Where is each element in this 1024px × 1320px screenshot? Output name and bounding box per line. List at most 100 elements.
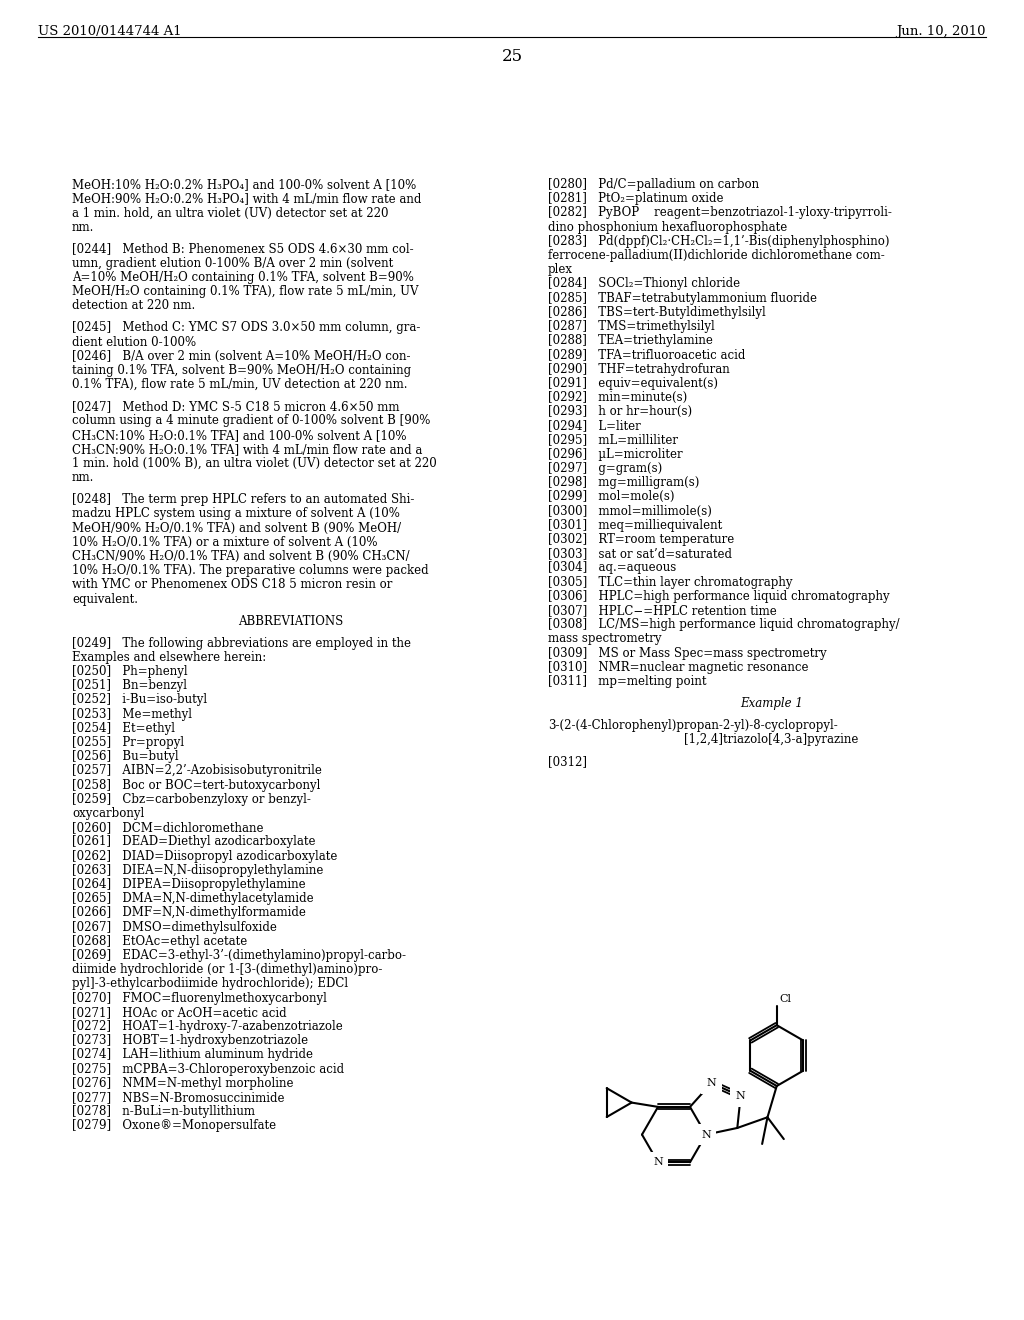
Text: [0269]   EDAC=3-ethyl-3’-(dimethylamino)propyl-carbo-: [0269] EDAC=3-ethyl-3’-(dimethylamino)pr… (72, 949, 406, 962)
Text: nm.: nm. (72, 220, 94, 234)
Text: MeOH/H₂O containing 0.1% TFA), flow rate 5 mL/min, UV: MeOH/H₂O containing 0.1% TFA), flow rate… (72, 285, 419, 298)
Text: oxycarbonyl: oxycarbonyl (72, 807, 144, 820)
Text: MeOH:10% H₂O:0.2% H₃PO₄] and 100-0% solvent A [10%: MeOH:10% H₂O:0.2% H₃PO₄] and 100-0% solv… (72, 178, 416, 191)
Text: 10% H₂O/0.1% TFA). The preparative columns were packed: 10% H₂O/0.1% TFA). The preparative colum… (72, 564, 429, 577)
Text: pyl]-3-ethylcarbodiimide hydrochloride); EDCl: pyl]-3-ethylcarbodiimide hydrochloride);… (72, 978, 348, 990)
Text: Example 1: Example 1 (740, 697, 803, 710)
Text: [0249]   The following abbreviations are employed in the: [0249] The following abbreviations are e… (72, 636, 411, 649)
Text: [0280]   Pd/C=palladium on carbon: [0280] Pd/C=palladium on carbon (548, 178, 759, 191)
Text: [0273]   HOBT=1-hydroxybenzotriazole: [0273] HOBT=1-hydroxybenzotriazole (72, 1035, 308, 1047)
Text: [0308]   LC/MS=high performance liquid chromatography/: [0308] LC/MS=high performance liquid chr… (548, 618, 900, 631)
Text: ABBREVIATIONS: ABBREVIATIONS (239, 615, 344, 627)
Text: mass spectrometry: mass spectrometry (548, 632, 662, 645)
Text: [0307]   HPLC−=HPLC retention time: [0307] HPLC−=HPLC retention time (548, 605, 777, 616)
Text: [0293]   h or hr=hour(s): [0293] h or hr=hour(s) (548, 405, 692, 418)
Text: [0305]   TLC=thin layer chromatography: [0305] TLC=thin layer chromatography (548, 576, 793, 589)
Text: [0250]   Ph=phenyl: [0250] Ph=phenyl (72, 665, 187, 678)
Text: [0268]   EtOAc=ethyl acetate: [0268] EtOAc=ethyl acetate (72, 935, 247, 948)
Text: [0263]   DIEA=N,N-diisopropylethylamine: [0263] DIEA=N,N-diisopropylethylamine (72, 863, 324, 876)
Text: [0283]   Pd(dppf)Cl₂·CH₂Cl₂=1,1’-Bis(diphenylphosphino): [0283] Pd(dppf)Cl₂·CH₂Cl₂=1,1’-Bis(diphe… (548, 235, 890, 248)
Text: [1,2,4]triazolo[4,3-a]pyrazine: [1,2,4]triazolo[4,3-a]pyrazine (684, 733, 859, 746)
Text: [0281]   PtO₂=platinum oxide: [0281] PtO₂=platinum oxide (548, 193, 724, 205)
Text: [0253]   Me=methyl: [0253] Me=methyl (72, 708, 193, 721)
Text: [0303]   sat or sat’d=saturated: [0303] sat or sat’d=saturated (548, 548, 732, 560)
Text: N: N (653, 1158, 663, 1167)
Text: [0304]   aq.=aqueous: [0304] aq.=aqueous (548, 561, 676, 574)
Text: US 2010/0144744 A1: US 2010/0144744 A1 (38, 25, 181, 38)
Text: [0246]   B/A over 2 min (solvent A=10% MeOH/H₂O con-: [0246] B/A over 2 min (solvent A=10% MeO… (72, 350, 411, 363)
Text: [0306]   HPLC=high performance liquid chromatography: [0306] HPLC=high performance liquid chro… (548, 590, 890, 603)
Text: 3-(2-(4-Chlorophenyl)propan-2-yl)-8-cyclopropyl-: 3-(2-(4-Chlorophenyl)propan-2-yl)-8-cycl… (548, 719, 838, 733)
Text: Cl: Cl (779, 994, 792, 1005)
Text: [0262]   DIAD=Diisopropyl azodicarboxylate: [0262] DIAD=Diisopropyl azodicarboxylate (72, 850, 337, 863)
Text: [0270]   FMOC=fluorenylmethoxycarbonyl: [0270] FMOC=fluorenylmethoxycarbonyl (72, 991, 327, 1005)
Text: diimide hydrochloride (or 1-[3-(dimethyl)amino)pro-: diimide hydrochloride (or 1-[3-(dimethyl… (72, 964, 382, 977)
Text: [0248]   The term prep HPLC refers to an automated Shi-: [0248] The term prep HPLC refers to an a… (72, 494, 415, 507)
Text: [0271]   HOAc or AcOH=acetic acid: [0271] HOAc or AcOH=acetic acid (72, 1006, 287, 1019)
Text: [0298]   mg=milligram(s): [0298] mg=milligram(s) (548, 477, 699, 490)
Text: [0255]   Pr=propyl: [0255] Pr=propyl (72, 737, 184, 748)
Text: [0291]   equiv=equivalent(s): [0291] equiv=equivalent(s) (548, 376, 718, 389)
Text: 1 min. hold (100% B), an ultra violet (UV) detector set at 220: 1 min. hold (100% B), an ultra violet (U… (72, 457, 437, 470)
Text: detection at 220 nm.: detection at 220 nm. (72, 300, 196, 313)
Text: [0297]   g=gram(s): [0297] g=gram(s) (548, 462, 663, 475)
Text: column using a 4 minute gradient of 0-100% solvent B [90%: column using a 4 minute gradient of 0-10… (72, 414, 430, 428)
Text: N: N (701, 1130, 711, 1139)
Text: [0286]   TBS=tert-Butyldimethylsilyl: [0286] TBS=tert-Butyldimethylsilyl (548, 306, 766, 319)
Text: [0276]   NMM=N-methyl morpholine: [0276] NMM=N-methyl morpholine (72, 1077, 294, 1090)
Text: [0261]   DEAD=Diethyl azodicarboxylate: [0261] DEAD=Diethyl azodicarboxylate (72, 836, 315, 849)
Text: [0279]   Oxone®=Monopersulfate: [0279] Oxone®=Monopersulfate (72, 1119, 276, 1133)
Text: madzu HPLC system using a mixture of solvent A (10%: madzu HPLC system using a mixture of sol… (72, 507, 400, 520)
Text: 10% H₂O/0.1% TFA) or a mixture of solvent A (10%: 10% H₂O/0.1% TFA) or a mixture of solven… (72, 536, 378, 549)
Text: [0256]   Bu=butyl: [0256] Bu=butyl (72, 750, 178, 763)
Text: [0267]   DMSO=dimethylsulfoxide: [0267] DMSO=dimethylsulfoxide (72, 920, 276, 933)
Text: [0301]   meq=milliequivalent: [0301] meq=milliequivalent (548, 519, 722, 532)
Text: [0264]   DIPEA=Diisopropylethylamine: [0264] DIPEA=Diisopropylethylamine (72, 878, 305, 891)
Text: [0260]   DCM=dichloromethane: [0260] DCM=dichloromethane (72, 821, 263, 834)
Text: [0287]   TMS=trimethylsilyl: [0287] TMS=trimethylsilyl (548, 319, 715, 333)
Text: [0282]   PyBOP    reagent=benzotriazol-1-yloxy-tripyrroli-: [0282] PyBOP reagent=benzotriazol-1-ylox… (548, 206, 892, 219)
Text: A=10% MeOH/H₂O containing 0.1% TFA, solvent B=90%: A=10% MeOH/H₂O containing 0.1% TFA, solv… (72, 271, 414, 284)
Text: Examples and elsewhere herein:: Examples and elsewhere herein: (72, 651, 266, 664)
Text: [0275]   mCPBA=3-Chloroperoxybenzoic acid: [0275] mCPBA=3-Chloroperoxybenzoic acid (72, 1063, 344, 1076)
Text: [0285]   TBAF=tetrabutylammonium fluoride: [0285] TBAF=tetrabutylammonium fluoride (548, 292, 817, 305)
Text: [0252]   i-Bu=iso-butyl: [0252] i-Bu=iso-butyl (72, 693, 207, 706)
Text: [0274]   LAH=lithium aluminum hydride: [0274] LAH=lithium aluminum hydride (72, 1048, 313, 1061)
Text: [0296]   µL=microliter: [0296] µL=microliter (548, 447, 683, 461)
Text: N: N (707, 1078, 716, 1088)
Text: [0247]   Method D: YMC S-5 C18 5 micron 4.6×50 mm: [0247] Method D: YMC S-5 C18 5 micron 4.… (72, 400, 399, 413)
Text: [0300]   mmol=millimole(s): [0300] mmol=millimole(s) (548, 504, 712, 517)
Text: CH₃CN:10% H₂O:0.1% TFA] and 100-0% solvent A [10%: CH₃CN:10% H₂O:0.1% TFA] and 100-0% solve… (72, 429, 407, 442)
Text: [0311]   mp=melting point: [0311] mp=melting point (548, 675, 707, 688)
Text: ferrocene-palladium(II)dichloride dichloromethane com-: ferrocene-palladium(II)dichloride dichlo… (548, 249, 885, 261)
Text: [0312]: [0312] (548, 755, 587, 768)
Text: CH₃CN:90% H₂O:0.1% TFA] with 4 mL/min flow rate and a: CH₃CN:90% H₂O:0.1% TFA] with 4 mL/min fl… (72, 442, 422, 455)
Text: [0278]   n-BuLi=n-butyllithium: [0278] n-BuLi=n-butyllithium (72, 1105, 255, 1118)
Text: [0299]   mol=mole(s): [0299] mol=mole(s) (548, 491, 675, 503)
Text: nm.: nm. (72, 471, 94, 484)
Text: [0310]   NMR=nuclear magnetic resonance: [0310] NMR=nuclear magnetic resonance (548, 661, 809, 673)
Text: [0288]   TEA=triethylamine: [0288] TEA=triethylamine (548, 334, 713, 347)
Text: [0309]   MS or Mass Spec=mass spectrometry: [0309] MS or Mass Spec=mass spectrometry (548, 647, 826, 660)
Text: [0266]   DMF=N,N-dimethylformamide: [0266] DMF=N,N-dimethylformamide (72, 907, 306, 920)
Text: a 1 min. hold, an ultra violet (UV) detector set at 220: a 1 min. hold, an ultra violet (UV) dete… (72, 206, 388, 219)
Text: [0257]   AIBN=2,2’-Azobisisobutyronitrile: [0257] AIBN=2,2’-Azobisisobutyronitrile (72, 764, 322, 777)
Text: with YMC or Phenomenex ODS C18 5 micron resin or: with YMC or Phenomenex ODS C18 5 micron … (72, 578, 392, 591)
Text: umn, gradient elution 0-100% B/A over 2 min (solvent: umn, gradient elution 0-100% B/A over 2 … (72, 257, 393, 269)
Text: [0244]   Method B: Phenomenex S5 ODS 4.6×30 mm col-: [0244] Method B: Phenomenex S5 ODS 4.6×3… (72, 243, 414, 256)
Text: 0.1% TFA), flow rate 5 mL/min, UV detection at 220 nm.: 0.1% TFA), flow rate 5 mL/min, UV detect… (72, 379, 408, 391)
Text: [0254]   Et=ethyl: [0254] Et=ethyl (72, 722, 175, 735)
Text: [0289]   TFA=trifluoroacetic acid: [0289] TFA=trifluoroacetic acid (548, 348, 745, 362)
Text: equivalent.: equivalent. (72, 593, 138, 606)
Text: taining 0.1% TFA, solvent B=90% MeOH/H₂O containing: taining 0.1% TFA, solvent B=90% MeOH/H₂O… (72, 364, 411, 378)
Text: [0292]   min=minute(s): [0292] min=minute(s) (548, 391, 687, 404)
Text: [0245]   Method C: YMC S7 ODS 3.0×50 mm column, gra-: [0245] Method C: YMC S7 ODS 3.0×50 mm co… (72, 322, 421, 334)
Text: [0259]   Cbz=carbobenzyloxy or benzyl-: [0259] Cbz=carbobenzyloxy or benzyl- (72, 793, 311, 807)
Text: [0251]   Bn=benzyl: [0251] Bn=benzyl (72, 680, 187, 692)
Text: dino phosphonium hexafluorophosphate: dino phosphonium hexafluorophosphate (548, 220, 787, 234)
Text: CH₃CN/90% H₂O/0.1% TFA) and solvent B (90% CH₃CN/: CH₃CN/90% H₂O/0.1% TFA) and solvent B (9… (72, 550, 410, 564)
Text: [0290]   THF=tetrahydrofuran: [0290] THF=tetrahydrofuran (548, 363, 730, 376)
Text: [0294]   L=liter: [0294] L=liter (548, 420, 641, 433)
Text: [0302]   RT=room temperature: [0302] RT=room temperature (548, 533, 734, 546)
Text: [0265]   DMA=N,N-dimethylacetylamide: [0265] DMA=N,N-dimethylacetylamide (72, 892, 313, 906)
